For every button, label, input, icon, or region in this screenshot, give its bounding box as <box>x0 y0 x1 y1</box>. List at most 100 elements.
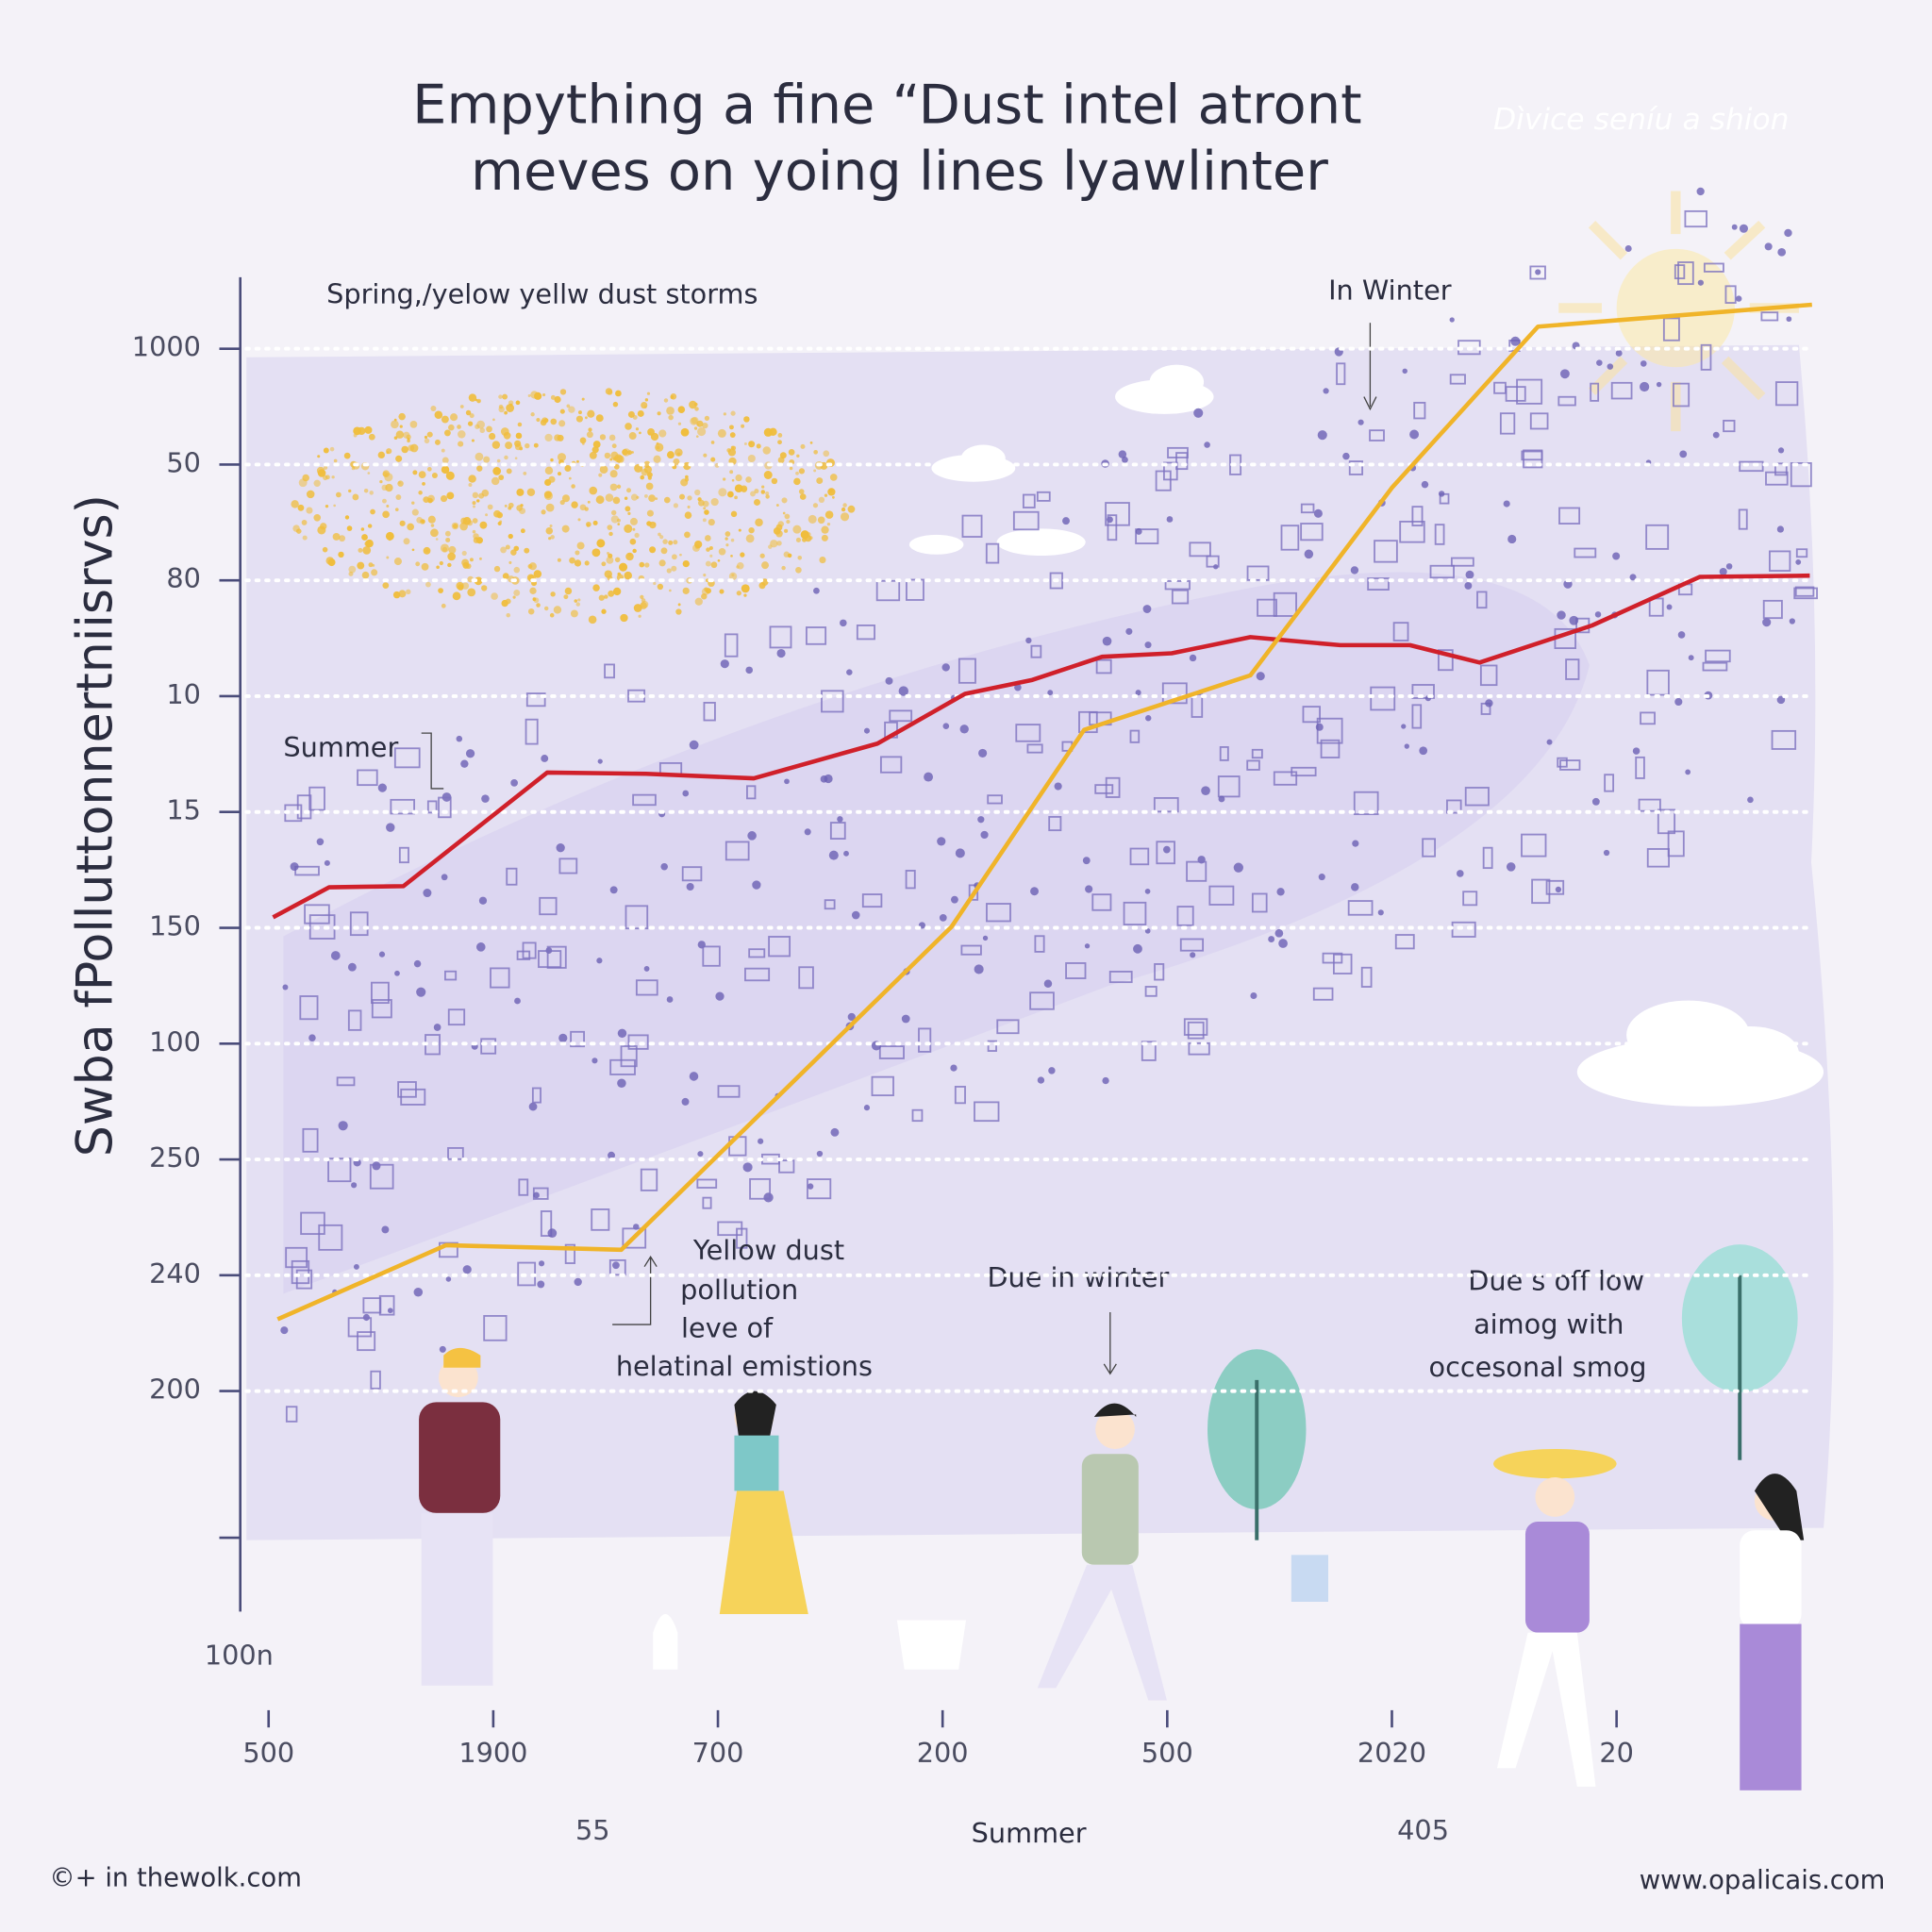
glyph <box>622 1227 647 1249</box>
glyph <box>570 1030 585 1048</box>
dust-dot <box>574 599 578 603</box>
dust-dot <box>704 509 709 515</box>
glyph <box>978 748 988 758</box>
dust-dot <box>640 594 644 599</box>
dust-dot <box>693 402 698 407</box>
glyph <box>1304 549 1314 559</box>
glyph <box>1697 279 1704 286</box>
dust-dot <box>677 603 681 607</box>
dust-dot <box>662 539 668 544</box>
dust-dot <box>608 590 615 597</box>
glyph <box>300 1211 325 1235</box>
dust-dot <box>445 537 451 542</box>
dust-dot <box>800 443 806 449</box>
dust-dot <box>710 561 718 569</box>
dust-dot <box>430 524 435 527</box>
glyph <box>285 1406 298 1423</box>
glyph <box>829 822 846 840</box>
glyph <box>1789 618 1795 625</box>
glyph <box>1062 517 1070 525</box>
dust-dot <box>370 508 375 515</box>
dust-dot <box>472 518 478 524</box>
glyph <box>1367 577 1390 591</box>
glyph <box>308 1034 316 1041</box>
dust-dot <box>302 474 309 482</box>
glyph <box>871 1075 894 1097</box>
dust-dot <box>508 400 514 406</box>
glyph <box>597 758 603 764</box>
glyph <box>1462 891 1478 907</box>
dust-dot <box>608 434 616 441</box>
dust-dot <box>641 600 649 608</box>
glyph <box>1559 369 1570 379</box>
dust-dot <box>476 398 482 404</box>
dust-dot <box>561 525 570 533</box>
glyph <box>1777 447 1785 454</box>
dust-dot <box>588 615 597 625</box>
dust-dot <box>395 494 402 500</box>
dust-dot <box>424 438 430 444</box>
glyph <box>378 1294 395 1316</box>
glyph <box>745 666 753 675</box>
dust-dot <box>348 571 354 576</box>
dust-dot <box>542 392 546 397</box>
dust-dot <box>770 540 778 548</box>
dust-dot <box>425 581 431 588</box>
dust-dot <box>508 506 512 510</box>
dust-dot <box>673 540 678 545</box>
glyph <box>397 1081 417 1098</box>
glyph <box>462 1265 472 1274</box>
dust-dot <box>344 515 350 520</box>
glyph <box>1278 939 1288 948</box>
glyph <box>1107 514 1118 541</box>
dust-dot <box>717 428 726 438</box>
dust-dot <box>498 475 505 481</box>
y-tick-label: 150 <box>149 910 201 942</box>
dust-dot <box>759 553 765 558</box>
glyph <box>954 1086 966 1105</box>
glyph <box>620 1045 638 1068</box>
glyph <box>1357 419 1364 425</box>
glyph <box>1317 430 1327 441</box>
glyph <box>1026 743 1043 754</box>
glyph <box>689 1072 699 1081</box>
dust-dot <box>734 484 743 492</box>
dust-dot <box>596 539 606 548</box>
dust-dot <box>653 455 661 463</box>
dust-dot <box>543 606 549 611</box>
glyph <box>1506 862 1516 872</box>
glyph <box>1135 690 1141 696</box>
dust-dot <box>639 431 641 435</box>
dust-dot <box>610 451 619 459</box>
glyph <box>1141 1041 1157 1061</box>
glyph <box>1499 412 1516 435</box>
dust-dot <box>730 555 733 558</box>
glyph <box>1154 963 1165 981</box>
glyph <box>744 967 771 982</box>
glyph <box>1507 534 1517 544</box>
glyph <box>1546 739 1553 745</box>
dust-dot <box>317 469 326 477</box>
dust-dot <box>775 524 783 531</box>
dust-dot <box>348 489 352 493</box>
glyph <box>1703 262 1724 273</box>
dust-dot <box>675 608 682 615</box>
glyph <box>1590 382 1600 402</box>
dust-dot <box>533 570 542 578</box>
dust-dot <box>604 452 611 459</box>
glyph <box>1615 349 1623 357</box>
dust-dot <box>640 475 645 480</box>
glyph <box>371 999 392 1019</box>
dust-dot <box>638 614 641 618</box>
dust-dot <box>643 494 648 498</box>
dust-dot <box>397 480 404 487</box>
dust-dot <box>504 455 508 460</box>
dust-dot <box>363 488 369 493</box>
dust-dot <box>617 518 621 523</box>
glyph <box>1485 699 1493 708</box>
dust-dot <box>570 609 578 618</box>
dust-dot <box>306 507 313 514</box>
dust-dot <box>595 414 604 423</box>
glyph <box>483 1315 508 1341</box>
dust-dot <box>445 471 455 480</box>
